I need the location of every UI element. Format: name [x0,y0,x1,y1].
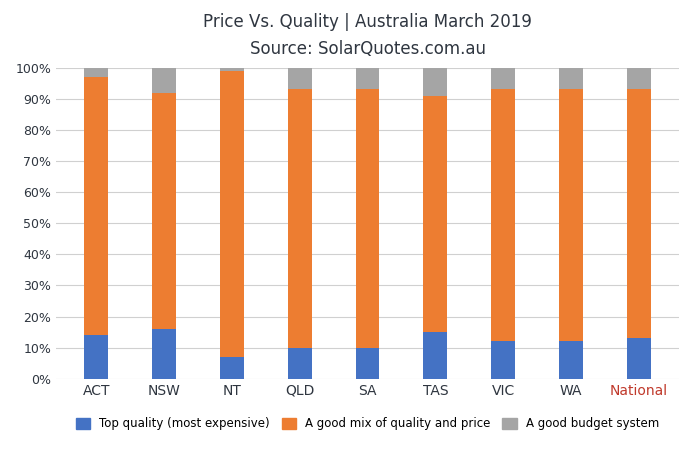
Legend: Top quality (most expensive), A good mix of quality and price, A good budget sys: Top quality (most expensive), A good mix… [71,413,664,435]
Bar [491,341,515,379]
Bar [220,71,244,357]
Bar [220,357,244,379]
Bar [288,89,312,348]
Bar [627,89,651,338]
Bar [424,332,447,379]
Title: Price Vs. Quality | Australia March 2019
Source: SolarQuotes.com.au: Price Vs. Quality | Australia March 2019… [203,14,532,58]
Bar [152,92,176,329]
Bar [220,68,244,71]
Bar [152,68,176,92]
Bar [356,348,379,379]
Bar [84,77,108,335]
Bar [288,348,312,379]
Bar [356,89,379,348]
Bar [627,68,651,89]
Bar [152,329,176,379]
Bar [84,335,108,379]
Bar [559,89,583,341]
Bar [627,338,651,379]
Bar [424,68,447,96]
Bar [288,68,312,89]
Bar [424,96,447,332]
Bar [84,68,108,77]
Bar [559,341,583,379]
Bar [356,68,379,89]
Bar [491,68,515,89]
Bar [559,68,583,89]
Bar [491,89,515,341]
